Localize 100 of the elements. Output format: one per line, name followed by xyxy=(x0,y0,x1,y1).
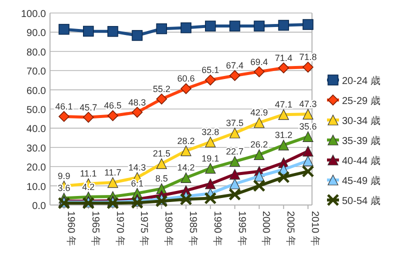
y-tick-label: 30.0 xyxy=(26,143,46,154)
data-label: 46.1 xyxy=(55,101,73,112)
point xyxy=(302,156,314,166)
point xyxy=(155,194,168,208)
point xyxy=(254,149,264,160)
point xyxy=(277,170,290,184)
point xyxy=(254,117,264,128)
data-label: 47.1 xyxy=(274,100,292,110)
point xyxy=(278,20,289,31)
data-label: 32.8 xyxy=(202,127,220,138)
x-tick-label: 1990 年 xyxy=(211,211,224,246)
data-label: 71.4 xyxy=(274,52,292,63)
data-label: 65.1 xyxy=(202,65,220,76)
point xyxy=(130,196,144,209)
point xyxy=(254,66,265,78)
y-tick-label: 40.0 xyxy=(26,124,46,136)
point xyxy=(230,168,240,180)
x-tick-label: 2005 年 xyxy=(284,211,297,246)
point xyxy=(230,156,240,167)
data-label: 22.7 xyxy=(226,146,244,156)
data-label: 8.5 xyxy=(155,174,168,184)
point xyxy=(83,112,94,123)
x-tick-label: 2000 年 xyxy=(260,211,272,246)
point xyxy=(205,163,216,174)
point xyxy=(228,188,242,201)
data-label: 14.2 xyxy=(177,162,195,173)
point xyxy=(180,83,192,94)
point xyxy=(278,62,289,74)
x-tick-label: 1980 年 xyxy=(162,211,175,246)
data-label: 11.7 xyxy=(104,168,122,178)
x-tick-label: 1995 年 xyxy=(236,211,248,246)
point xyxy=(132,30,143,41)
data-label: 60.6 xyxy=(177,74,195,84)
y-tick-label: 0.0 xyxy=(32,201,46,212)
point xyxy=(205,178,216,190)
y-tick-label: 50.0 xyxy=(26,105,46,116)
point xyxy=(230,178,240,190)
point xyxy=(230,128,240,138)
data-label: 19.1 xyxy=(202,153,220,164)
data-label: 9.9 xyxy=(58,170,70,181)
point xyxy=(302,146,314,157)
point xyxy=(58,24,70,35)
point xyxy=(278,140,289,150)
point xyxy=(205,136,216,148)
data-label: 35.6 xyxy=(299,122,317,132)
data-label: 67.4 xyxy=(226,60,244,71)
point xyxy=(107,110,118,122)
point xyxy=(229,20,240,32)
data-label: 37.5 xyxy=(226,118,244,128)
point xyxy=(205,74,216,86)
data-label: 26.2 xyxy=(250,140,268,150)
point xyxy=(302,108,314,120)
y-tick-label: 70.0 xyxy=(26,66,46,78)
data-label: 46.5 xyxy=(104,100,122,111)
data-label: 28.2 xyxy=(177,136,195,146)
point xyxy=(254,170,264,182)
point xyxy=(156,158,167,170)
data-label: 14.3 xyxy=(128,162,146,173)
point xyxy=(108,177,118,188)
point xyxy=(107,26,118,37)
point xyxy=(302,62,314,73)
x-tick-label: 1970 年 xyxy=(114,211,126,246)
x-tick-label: 1985 年 xyxy=(187,211,199,246)
point xyxy=(205,20,216,32)
point xyxy=(252,180,266,192)
legend-label: 30-34 歳 xyxy=(342,115,380,127)
y-tick-label: 10.0 xyxy=(26,182,46,193)
y-tick-label: 100.0 xyxy=(20,9,46,20)
data-label: 21.5 xyxy=(152,148,170,159)
data-label: 42.9 xyxy=(250,108,268,118)
point xyxy=(156,94,167,104)
point xyxy=(180,146,192,156)
x-tick-label: 2010 年 xyxy=(309,211,321,246)
point xyxy=(229,70,240,81)
point xyxy=(254,20,265,32)
y-tick-label: 20.0 xyxy=(26,162,46,174)
point xyxy=(180,172,192,184)
legend-label: 25-29 歳 xyxy=(342,95,380,107)
x-tick-label: 1975 年 xyxy=(138,211,150,246)
data-label: 45.7 xyxy=(80,102,98,112)
data-label: 47.3 xyxy=(299,99,317,110)
legend-label: 45-49 歳 xyxy=(342,175,380,187)
point xyxy=(180,192,192,206)
legend-label: 20-24 歳 xyxy=(342,75,380,87)
y-tick-label: 80.0 xyxy=(26,47,46,58)
point xyxy=(278,109,289,120)
data-label: 71.8 xyxy=(299,52,317,62)
legend-label: 35-39 歳 xyxy=(342,135,380,147)
data-label: 48.3 xyxy=(128,97,146,108)
legend-label: 40-44 歳 xyxy=(342,155,380,167)
point xyxy=(83,26,94,37)
point xyxy=(302,131,314,142)
data-label: 11.1 xyxy=(80,168,97,179)
y-tick-label: 60.0 xyxy=(26,86,46,97)
point xyxy=(204,192,217,205)
data-label: 31.2 xyxy=(274,130,292,140)
y-tick-label: 90.0 xyxy=(26,28,46,40)
point xyxy=(302,19,314,30)
point xyxy=(58,111,70,122)
x-tick-label: 1965 年 xyxy=(89,211,102,246)
